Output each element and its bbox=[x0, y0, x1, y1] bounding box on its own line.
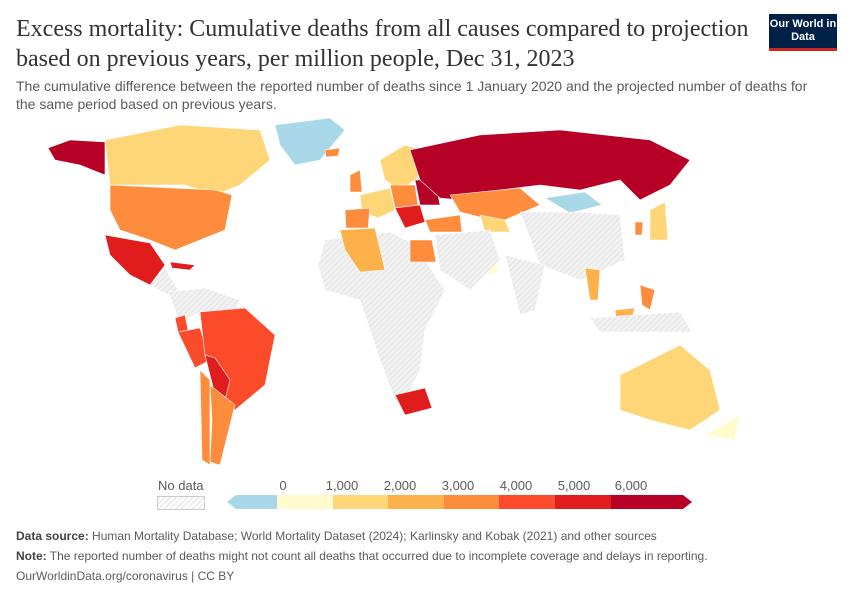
legend-bin-1000-2000 bbox=[333, 495, 388, 509]
chart-title: Excess mortality: Cumulative deaths from… bbox=[16, 16, 749, 72]
legend-bin-below-0 bbox=[227, 495, 277, 509]
legend-bin-5000-6000 bbox=[555, 495, 611, 509]
map-regions bbox=[47, 117, 741, 466]
legend-no-data-swatch bbox=[157, 496, 205, 510]
region-chile[interactable] bbox=[199, 369, 211, 466]
region-south-africa[interactable] bbox=[394, 387, 433, 416]
footer-source: Data source: Human Mortality Database; W… bbox=[16, 529, 657, 543]
region-greenland[interactable] bbox=[274, 117, 346, 166]
footer-note-text: The reported number of deaths might not … bbox=[46, 549, 708, 563]
legend-bin-3000-4000 bbox=[444, 495, 499, 509]
region-philippines[interactable] bbox=[639, 284, 656, 311]
region-japan[interactable] bbox=[649, 201, 669, 241]
world-map bbox=[47, 117, 741, 466]
region-central-asia[interactable] bbox=[479, 214, 511, 233]
region-thailand[interactable] bbox=[584, 267, 601, 301]
owid-logo[interactable]: Our World in Data bbox=[769, 14, 837, 51]
legend-tick: 3,000 bbox=[441, 478, 475, 493]
region-indonesia[interactable] bbox=[589, 311, 693, 333]
chart-subtitle: The cumulative difference between the re… bbox=[16, 78, 808, 112]
region-canada[interactable] bbox=[104, 124, 271, 196]
region-uk[interactable] bbox=[349, 169, 363, 193]
region-australia[interactable] bbox=[619, 344, 721, 431]
region-central-europe[interactable] bbox=[389, 184, 419, 209]
footer-source-label: Data source: bbox=[16, 529, 89, 543]
legend-tick: 2,000 bbox=[383, 478, 417, 493]
region-mongolia[interactable] bbox=[544, 191, 603, 214]
legend-bin-2000-3000 bbox=[388, 495, 444, 509]
region-scandinavia[interactable] bbox=[379, 144, 421, 191]
region-iberia[interactable] bbox=[344, 207, 371, 229]
legend-no-data-label: No data bbox=[158, 478, 204, 493]
legend-bin-0-1000 bbox=[277, 495, 333, 509]
region-alaska[interactable] bbox=[47, 139, 106, 176]
region-new-zealand[interactable] bbox=[704, 414, 741, 441]
footer-note-label: Note: bbox=[16, 549, 47, 563]
footer-source-text: Human Mortality Database; World Mortalit… bbox=[88, 529, 657, 543]
legend-tick: 5,000 bbox=[557, 478, 591, 493]
footer-link[interactable]: OurWorldinData.org/coronavirus | CC BY bbox=[16, 569, 235, 583]
region-argentina[interactable] bbox=[209, 384, 236, 466]
region-usa[interactable] bbox=[109, 184, 233, 251]
legend-tick: 0 bbox=[279, 478, 287, 493]
region-middle-east[interactable] bbox=[434, 229, 501, 291]
owid-logo-text: Our World in Data bbox=[769, 18, 837, 43]
region-central-america[interactable] bbox=[149, 267, 179, 296]
legend-bin-4000-5000 bbox=[499, 495, 555, 509]
legend-tick: 6,000 bbox=[614, 478, 648, 493]
legend-color-bar bbox=[227, 495, 692, 509]
region-russia[interactable] bbox=[409, 129, 691, 201]
legend-tick: 4,000 bbox=[499, 478, 533, 493]
region-algeria[interactable] bbox=[339, 227, 386, 273]
region-india[interactable] bbox=[504, 254, 546, 316]
region-korea[interactable] bbox=[634, 221, 644, 236]
legend-bin-above-6000 bbox=[611, 495, 692, 509]
region-kazakhstan[interactable] bbox=[449, 187, 541, 223]
region-caribbean[interactable] bbox=[169, 261, 196, 271]
footer-note: Note: The reported number of deaths migh… bbox=[16, 549, 708, 563]
region-iceland[interactable] bbox=[324, 147, 341, 158]
region-turkey[interactable] bbox=[424, 214, 463, 233]
legend-tick: 1,000 bbox=[325, 478, 359, 493]
region-balkans[interactable] bbox=[394, 204, 426, 229]
region-egypt[interactable] bbox=[409, 239, 437, 263]
